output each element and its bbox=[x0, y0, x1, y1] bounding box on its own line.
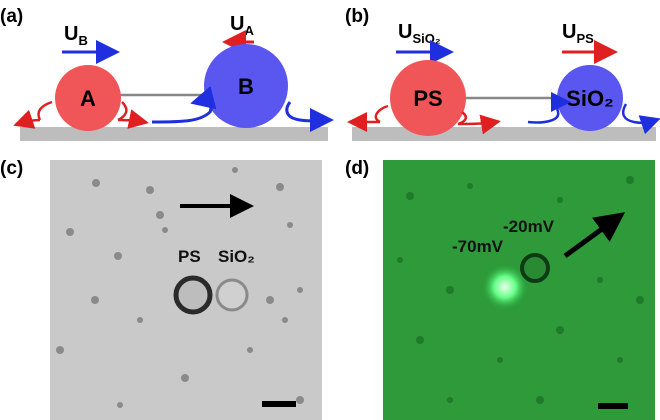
particle bbox=[522, 255, 548, 281]
symbol: U bbox=[562, 21, 576, 43]
subscript: A bbox=[244, 23, 254, 38]
particle bbox=[217, 280, 247, 310]
velocity-label: UPS bbox=[562, 21, 594, 46]
flow-arrow bbox=[118, 102, 144, 122]
particle-label: B bbox=[238, 74, 254, 99]
scale-bar bbox=[262, 401, 296, 407]
zeta-label: -70mV bbox=[452, 237, 504, 256]
velocity-label: UA bbox=[230, 13, 254, 38]
subscript: SiO₂ bbox=[412, 31, 440, 46]
particle-label: SiO₂ bbox=[218, 247, 255, 266]
panel-a: (a) UB UA A B bbox=[0, 6, 328, 141]
flow-arrow bbox=[623, 104, 656, 123]
panel-b: (b) USiO₂ UPS PS SiO₂ bbox=[345, 6, 656, 141]
velocity-label: USiO₂ bbox=[398, 21, 441, 46]
flow-arrow bbox=[458, 112, 496, 124]
panel-d: (d) -20mV -70mV bbox=[345, 158, 655, 420]
panel-label: (c) bbox=[0, 158, 23, 179]
symbol: U bbox=[398, 21, 412, 43]
subscript: B bbox=[78, 33, 87, 48]
velocity-label: UB bbox=[64, 23, 88, 48]
symbol: U bbox=[230, 13, 244, 35]
panel-label: (d) bbox=[345, 158, 369, 179]
figure: (a) UB UA A B (b) USiO₂ UPS PS SiO₂ (c) bbox=[0, 0, 660, 420]
panel-c: (c) PS SiO₂ bbox=[0, 158, 322, 420]
particle-label: SiO₂ bbox=[566, 86, 614, 111]
substrate bbox=[20, 127, 328, 141]
particle-label: A bbox=[80, 86, 96, 111]
zeta-label: -20mV bbox=[503, 217, 555, 236]
subscript: PS bbox=[576, 31, 594, 46]
symbol: U bbox=[64, 23, 78, 45]
scale-bar bbox=[598, 403, 628, 409]
flow-arrow bbox=[18, 102, 52, 124]
flow-arrow bbox=[352, 106, 388, 122]
flow-arrow bbox=[152, 101, 211, 122]
panel-label: (b) bbox=[345, 6, 369, 27]
flow-arrow bbox=[287, 102, 328, 121]
substrate bbox=[352, 127, 656, 141]
particle bbox=[176, 278, 210, 312]
particle-label: PS bbox=[413, 86, 442, 111]
particle-label: PS bbox=[178, 247, 201, 266]
panel-label: (a) bbox=[0, 6, 23, 27]
